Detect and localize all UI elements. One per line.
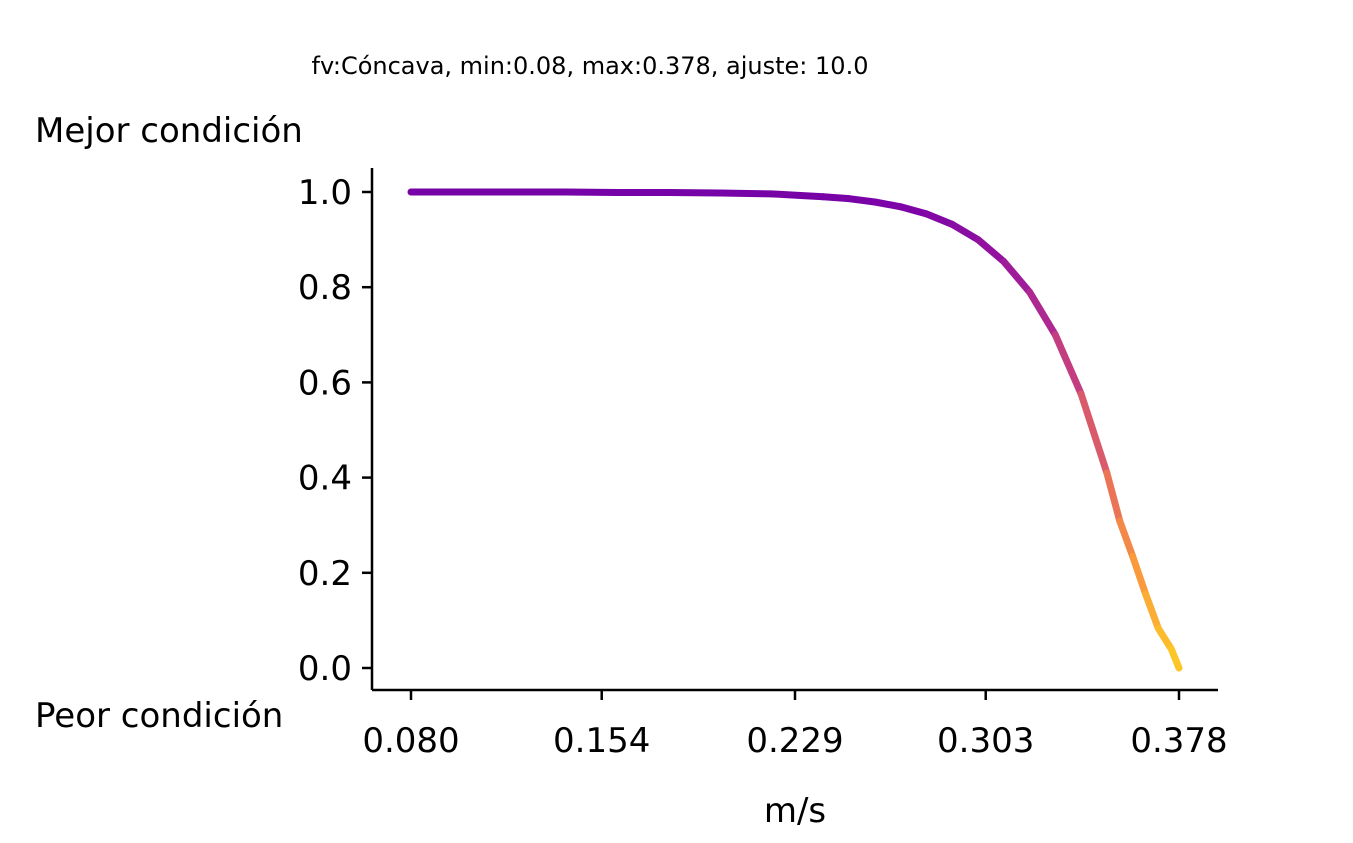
- curve-segment: [871, 198, 905, 211]
- curve-segment: [1154, 624, 1175, 653]
- y-tick-label: 0.2: [298, 554, 352, 594]
- curve-segment: [1000, 257, 1034, 296]
- x-tick-label: 0.378: [1130, 721, 1227, 761]
- y-label-bottom: Peor condición: [35, 696, 283, 736]
- curve-segment: [1026, 288, 1059, 339]
- curve-segment: [845, 195, 879, 206]
- curve-segment: [1167, 645, 1183, 672]
- y-tick-label: 1.0: [298, 173, 352, 213]
- curve-segment: [922, 210, 956, 228]
- y-ticks: 0.0 0.2 0.4 0.6 0.8 1.0: [298, 173, 372, 689]
- x-ticks: 0.080 0.154 0.229 0.303 0.378: [362, 690, 1228, 761]
- chart-title: fv:Cóncava, min:0.08, max:0.378, ajuste:…: [312, 52, 869, 80]
- curve-segment: [948, 220, 982, 244]
- curve-segment: [716, 189, 776, 198]
- curve-segment: [1129, 552, 1149, 598]
- y-tick-label: 0.0: [298, 649, 352, 689]
- curve-segment: [819, 193, 853, 203]
- y-label-top: Mejor condición: [35, 111, 303, 151]
- curve-segment: [1051, 331, 1085, 398]
- data-curve: [407, 188, 1183, 672]
- x-tick-label: 0.303: [937, 721, 1034, 761]
- curve-segment: [897, 203, 930, 218]
- x-tick-label: 0.229: [746, 721, 843, 761]
- y-tick-label: 0.6: [298, 363, 352, 403]
- x-axis-label: m/s: [764, 791, 826, 831]
- curve-segment: [1077, 390, 1111, 477]
- curve-segment: [974, 236, 1008, 265]
- x-tick-label: 0.080: [362, 721, 459, 761]
- y-tick-label: 0.8: [298, 268, 352, 308]
- curve-segment: [1103, 469, 1124, 525]
- curve-segment: [768, 190, 827, 201]
- y-tick-label: 0.4: [298, 459, 352, 499]
- x-tick-label: 0.154: [553, 721, 650, 761]
- curve-segment: [1116, 517, 1137, 560]
- curve-segment: [1141, 590, 1162, 632]
